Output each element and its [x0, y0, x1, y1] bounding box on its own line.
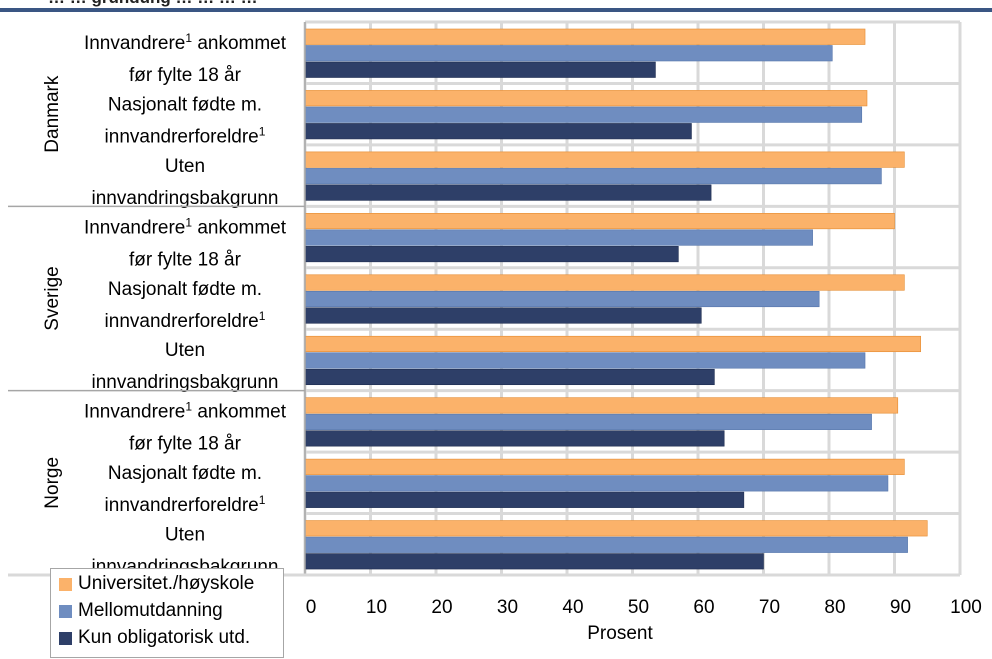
x-tick-label: 10 — [366, 597, 387, 618]
x-tick-label: 30 — [497, 597, 518, 618]
bar — [304, 61, 656, 78]
legend-label: Mellomutdanning — [78, 600, 223, 621]
bar — [304, 536, 908, 553]
bar — [304, 213, 895, 230]
bar — [304, 246, 679, 263]
category-label: Uten — [165, 525, 205, 546]
category-label: Innvandrere1 ankommet — [84, 215, 287, 238]
category-label: innvandringsbakgrunn — [92, 188, 279, 209]
x-axis-title: Prosent — [587, 623, 653, 644]
category-label: Uten — [165, 156, 205, 177]
bar — [304, 168, 882, 185]
bar — [304, 413, 872, 430]
bar — [304, 475, 889, 492]
category-label: Innvandrere1 ankommet — [84, 400, 287, 423]
bar — [304, 90, 868, 107]
legend-swatch-kun-obligatorisk — [59, 631, 72, 645]
bar — [304, 106, 863, 123]
header-rule — [0, 8, 992, 12]
bar — [304, 45, 833, 62]
bar — [304, 151, 905, 168]
bar — [304, 491, 745, 508]
x-tick-label: 90 — [890, 597, 911, 618]
legend-swatch-mellomutdanning — [59, 604, 72, 618]
bar — [304, 123, 692, 140]
bar — [304, 290, 820, 308]
legend-swatch-universitet — [59, 577, 72, 591]
chart-title: … … gründung … … … … — [48, 0, 258, 7]
x-tick-label: 0 — [306, 597, 317, 618]
x-tick-label: 70 — [759, 597, 780, 618]
category-label: Uten — [165, 340, 205, 361]
bar — [304, 274, 905, 291]
bar — [304, 352, 866, 369]
category-label: Nasjonalt fødte m. — [108, 279, 262, 300]
bar — [304, 335, 922, 353]
x-tick-label: 60 — [693, 597, 714, 618]
legend-item-universitet: Universitet./høyskole — [59, 573, 254, 595]
x-tick-label: 40 — [562, 597, 583, 618]
legend-label: Universitet./høyskole — [78, 573, 255, 594]
legend-item-mellomutdanning: Mellomutdanning — [59, 600, 223, 622]
category-label: Innvandrere1 ankommet — [84, 31, 287, 54]
category-label: innvandrerforeldre1 — [105, 124, 266, 147]
bar — [304, 397, 899, 414]
category-label: Nasjonalt fødte m. — [108, 463, 262, 484]
category-label: innvandrerforeldre1 — [105, 309, 266, 332]
group-label: Danmark — [42, 75, 63, 153]
x-tick-label: 50 — [628, 597, 649, 618]
bar — [304, 368, 715, 386]
bar — [304, 28, 866, 45]
bar — [304, 553, 764, 570]
bar — [304, 184, 712, 201]
category-label: før fylte 18 år — [129, 434, 242, 455]
category-label: før fylte 18 år — [129, 65, 242, 86]
bar — [304, 430, 725, 447]
category-label: Nasjonalt fødte m. — [108, 94, 262, 115]
x-tick-label: 20 — [431, 597, 452, 618]
bar — [304, 229, 813, 246]
bar — [304, 307, 702, 324]
group-label: Sverige — [42, 266, 63, 330]
bar — [304, 458, 905, 475]
category-label: innvandrerforeldre1 — [105, 493, 266, 516]
legend-item-kun-obligatorisk: Kun obligatorisk utd. — [59, 627, 250, 649]
group-label: Norge — [42, 457, 63, 509]
category-label: før fylte 18 år — [129, 249, 242, 270]
x-tick-label: 100 — [950, 597, 982, 618]
legend: Universitet./høyskole Mellomutdanning Ku… — [50, 568, 284, 658]
bar — [304, 520, 928, 537]
category-label: innvandringsbakgrunn — [92, 372, 279, 393]
x-tick-label: 80 — [824, 597, 845, 618]
legend-label: Kun obligatorisk utd. — [78, 627, 251, 648]
